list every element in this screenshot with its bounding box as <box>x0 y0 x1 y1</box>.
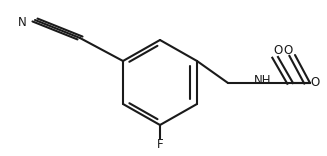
Text: O: O <box>273 44 283 56</box>
Text: O: O <box>284 44 293 56</box>
Text: F: F <box>157 139 163 151</box>
Text: NH: NH <box>254 73 272 86</box>
Text: N: N <box>18 15 26 29</box>
Text: O: O <box>310 76 319 88</box>
